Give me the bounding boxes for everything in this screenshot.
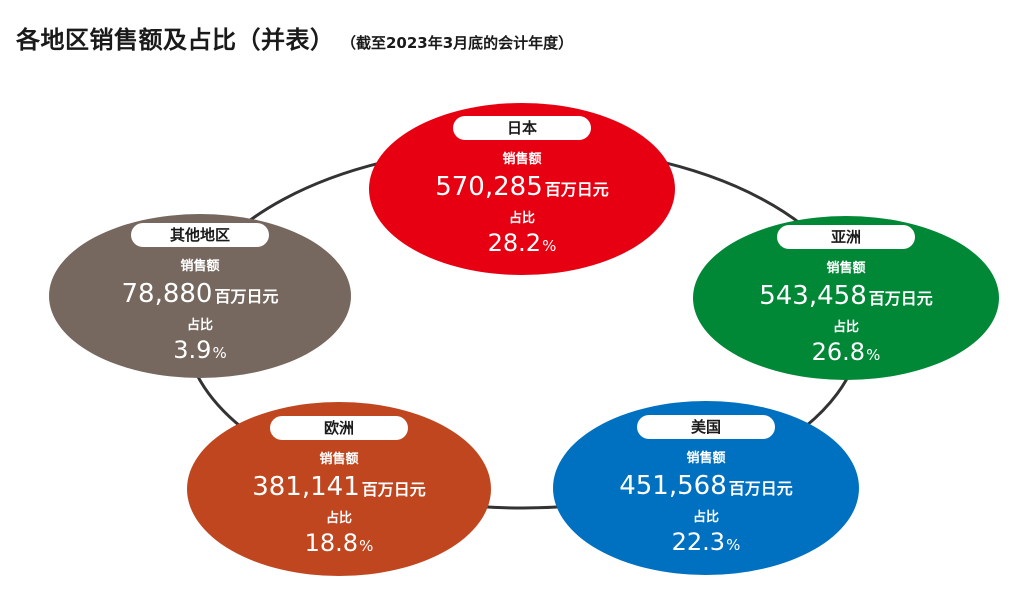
region-slice [369, 103, 675, 275]
page-title: 各地区销售额及占比（并表） （截至2023年3月底的会计年度） [16, 20, 573, 55]
region-name-pill [270, 416, 408, 440]
sales-number: 78,880 [122, 279, 213, 309]
chart-subtitle: （截至2023年3月底的会计年度） [348, 34, 574, 52]
sales-unit: 百万日元 [545, 180, 609, 199]
sales-caption: 销售额 [319, 451, 358, 467]
share-caption: 占比 [509, 210, 535, 226]
share-number: 18.8 [305, 529, 358, 557]
sales-value: 543,458 百万日元 [759, 281, 933, 311]
region-name-label: 亚洲 [831, 228, 861, 246]
sales-caption: 销售额 [502, 151, 541, 167]
region-name-pill [453, 116, 591, 140]
region-slice [553, 401, 859, 575]
share-number: 22.3 [672, 528, 725, 556]
region-name-pill [131, 223, 269, 247]
sales-unit: 百万日元 [869, 289, 933, 308]
region-name-label: 欧洲 [324, 419, 354, 437]
share-percent: % [726, 536, 740, 554]
sales-value: 451,568 百万日元 [619, 471, 793, 501]
share-value: 22.3% [672, 528, 741, 556]
share-number: 26.8 [812, 338, 865, 366]
sales-number: 381,141 [252, 472, 360, 502]
share-value: 28.2% [488, 229, 557, 257]
sales-number: 543,458 [759, 281, 867, 311]
sales-caption: 销售额 [180, 258, 219, 274]
share-value: 18.8% [305, 529, 374, 557]
share-percent: % [359, 537, 373, 555]
chart-title: 各地区销售额及占比（并表） [16, 26, 335, 54]
sales-number: 570,285 [435, 172, 543, 202]
region-name-pill [777, 225, 915, 249]
region-name-label: 美国 [691, 418, 721, 436]
share-caption: 占比 [833, 319, 859, 335]
share-caption: 占比 [187, 317, 213, 333]
share-caption: 占比 [326, 510, 352, 526]
sales-unit: 百万日元 [729, 479, 793, 498]
region-slice [49, 214, 351, 378]
share-number: 28.2 [488, 229, 541, 257]
share-value: 26.8% [812, 338, 881, 366]
share-percent: % [866, 346, 880, 364]
sales-number: 451,568 [619, 471, 727, 501]
region-name-pill [637, 415, 775, 439]
share-value: 3.9% [173, 336, 226, 364]
sales-unit: 百万日元 [214, 287, 278, 306]
region-name-label: 日本 [507, 119, 537, 137]
share-number: 3.9 [173, 336, 211, 364]
sales-value: 78,880 百万日元 [122, 279, 279, 309]
share-percent: % [212, 344, 226, 362]
share-percent: % [542, 237, 556, 255]
sales-unit: 百万日元 [362, 480, 426, 499]
sales-value: 381,141 百万日元 [252, 472, 426, 502]
region-slice [187, 402, 491, 576]
sales-caption: 销售额 [826, 260, 865, 276]
share-caption: 占比 [693, 509, 719, 525]
sales-caption: 销售额 [686, 450, 725, 466]
region-slice [693, 216, 999, 380]
region-name-label: 其他地区 [170, 226, 230, 244]
sales-value: 570,285 百万日元 [435, 172, 609, 202]
